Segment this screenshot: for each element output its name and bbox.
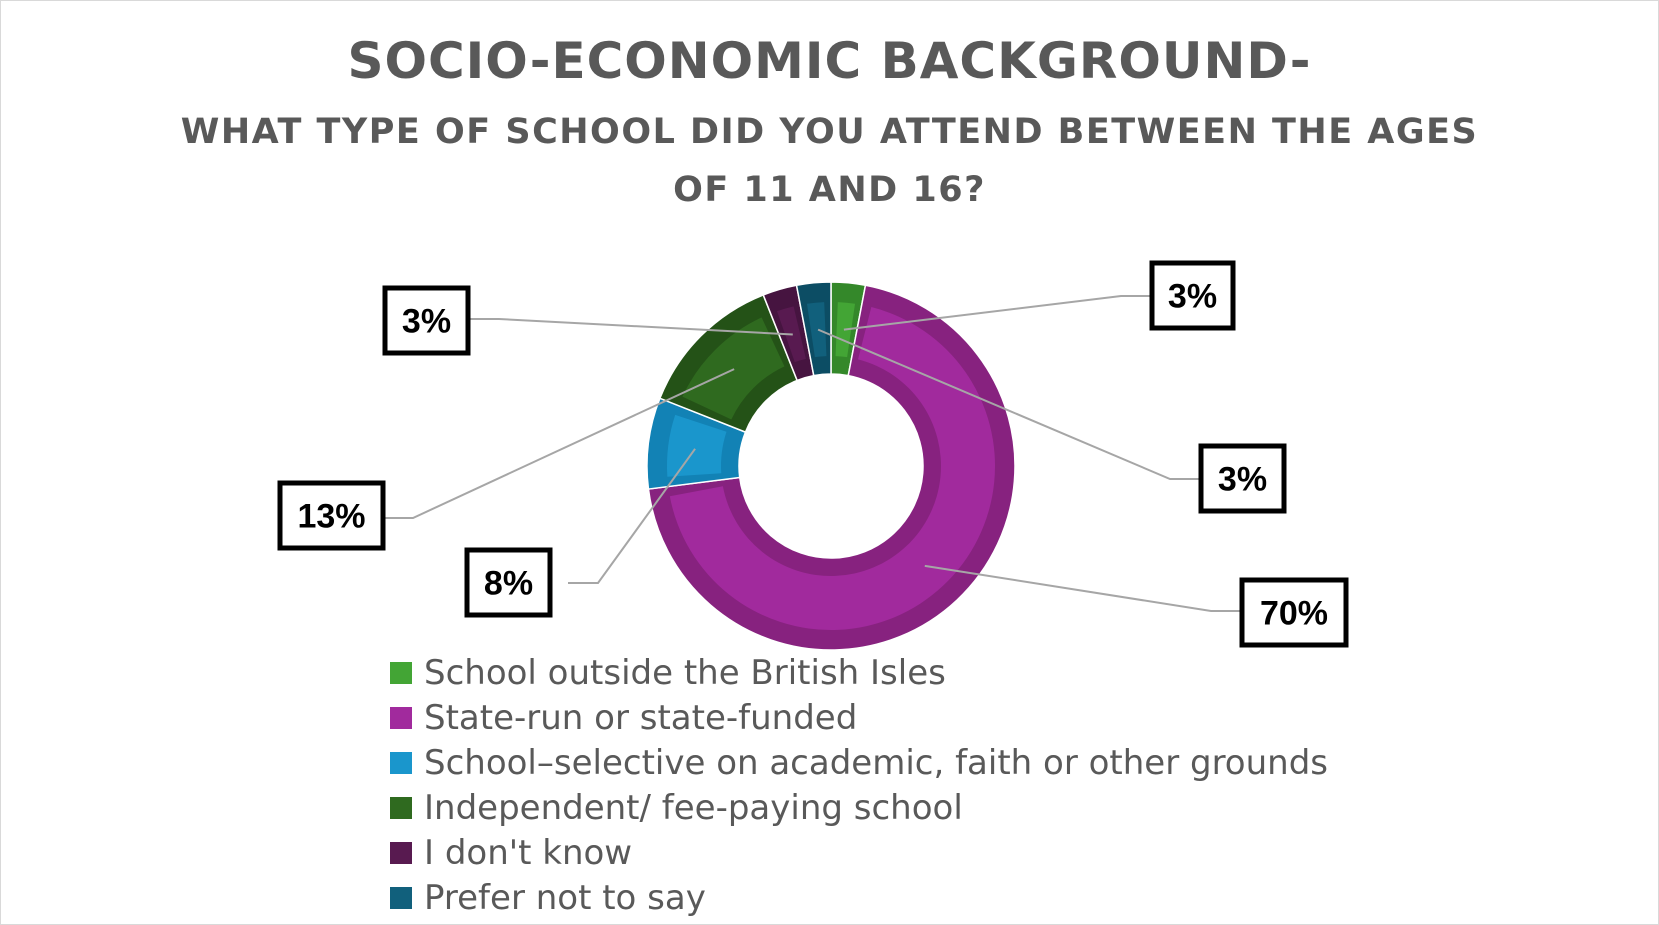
data-labels: 3% 70% 8% 13% 3% 3% [277,260,1349,648]
data-label-school-selective-on-academic-faith-or-other-grounds: 8% [484,565,533,603]
legend: School outside the British Isles State-ru… [390,650,1328,920]
leader-line-school-selective-on-academic-faith-or-other-grounds [568,448,696,584]
legend-item-i-don-t-know: I don't know [390,830,1328,875]
data-label-box-independent-fee-paying-school [277,480,386,551]
data-label-independent-fee-paying-school: 13% [297,498,365,536]
data-label-prefer-not-to-say: 3% [1218,461,1267,499]
leader-line-i-don-t-know [469,318,793,336]
legend-swatch-prefer-not-to-say [390,886,412,909]
legend-label-state-run-or-state-funded: State-run or state-funded [424,697,858,738]
legend-label-school-selective-on-academic-faith-or-other-grounds: School–selective on academic, faith or o… [424,742,1329,783]
legend-item-school-outside-the-british-isles: School outside the British Isles [390,650,1328,695]
legend-label-i-don-t-know: I don't know [424,832,633,873]
data-label-box-school-outside-the-british-isles [1149,260,1236,331]
legend-item-prefer-not-to-say: Prefer not to say [390,875,1328,920]
leader-lines [383,295,1241,612]
leader-line-independent-fee-paying-school [383,368,735,519]
chart-subtitle-line-2: OF 11 AND 16? [673,170,986,210]
chart-subtitle-line-1: WHAT TYPE OF SCHOOL DID YOU ATTEND BETWE… [180,112,1479,152]
legend-swatch-school-outside-the-british-isles [390,661,412,684]
legend-swatch-school-selective-on-academic-faith-or-other-grounds [390,751,412,774]
slice-highlight-school-selective-on-academic-faith-or-other-grounds [667,414,727,477]
legend-label-prefer-not-to-say: Prefer not to say [424,877,706,918]
leader-line-state-run-or-state-funded [924,564,1241,612]
slice-highlight-prefer-not-to-say [806,302,827,358]
legend-swatch-independent-fee-paying-school [390,796,412,819]
legend-label-school-outside-the-british-isles: School outside the British Isles [424,652,946,693]
doughnut-slices [646,281,1016,651]
data-label-box-state-run-or-state-funded [1239,577,1349,648]
legend-item-school-selective-on-academic-faith-or-other-grounds: School–selective on academic, faith or o… [390,740,1328,785]
data-label-box-school-selective-on-academic-faith-or-other-grounds [464,547,553,618]
leader-line-prefer-not-to-say [817,328,1200,480]
data-label-box-i-don-t-know [382,285,471,356]
chart-title: SOCIO-ECONOMIC BACKGROUND- [347,32,1312,90]
legend-label-independent-fee-paying-school: Independent/ fee-paying school [424,787,963,828]
leader-line-school-outside-the-british-isles [843,295,1151,331]
data-label-state-run-or-state-funded: 70% [1260,595,1328,633]
legend-swatch-state-run-or-state-funded [390,706,412,729]
legend-item-state-run-or-state-funded: State-run or state-funded [390,695,1328,740]
legend-item-independent-fee-paying-school: Independent/ fee-paying school [390,785,1328,830]
data-label-box-prefer-not-to-say [1198,443,1287,514]
slice-highlight-state-run-or-state-funded [669,307,995,631]
data-label-i-don-t-know: 3% [402,303,451,341]
legend-swatch-i-don-t-know [390,841,412,864]
data-label-school-outside-the-british-isles: 3% [1168,278,1217,316]
